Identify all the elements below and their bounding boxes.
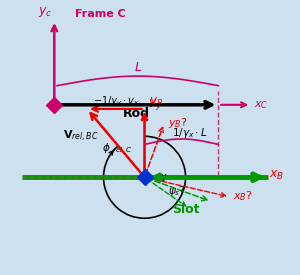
Text: $L$: $L$ [134, 61, 142, 74]
Text: Slot: Slot [172, 203, 199, 216]
Text: $1/\gamma_x \cdot L$: $1/\gamma_x \cdot L$ [172, 126, 207, 140]
Text: $y_B$: $y_B$ [148, 95, 163, 109]
Text: $x_C$: $x_C$ [254, 99, 269, 111]
Text: Rod: Rod [123, 107, 150, 120]
Text: $\psi_s?$: $\psi_s?$ [168, 184, 185, 198]
Text: Frame C: Frame C [75, 9, 126, 19]
Text: $y_c$: $y_c$ [38, 5, 52, 19]
Text: $\mathbf{V}_{rel,BC}$: $\mathbf{V}_{rel,BC}$ [62, 129, 98, 144]
Text: $x_B?$: $x_B?$ [232, 190, 252, 203]
Text: $y_B?$: $y_B?$ [168, 116, 188, 130]
Text: $v_y$: $v_y$ [148, 97, 163, 112]
Text: $x_B$: $x_B$ [269, 169, 284, 182]
Text: $-1/\gamma_y \cdot v_x$: $-1/\gamma_y \cdot v_x$ [93, 94, 139, 109]
Text: $\phi$ $_{rel,C}$: $\phi$ $_{rel,C}$ [102, 142, 133, 158]
